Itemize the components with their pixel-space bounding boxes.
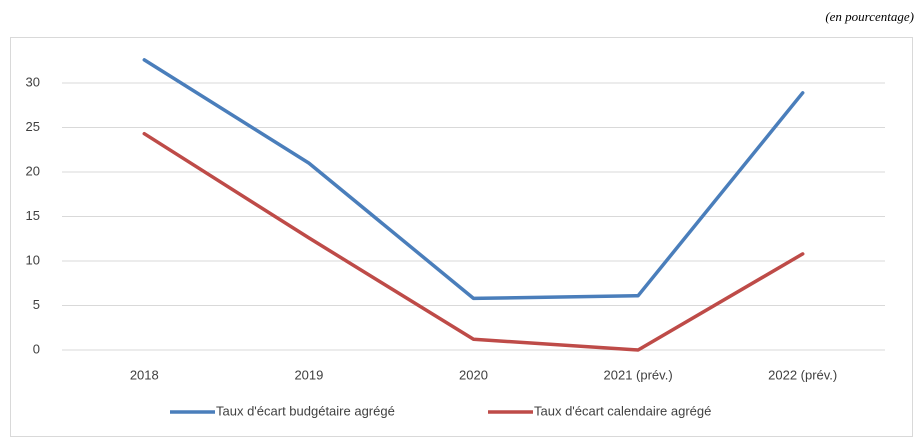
chart-frame xyxy=(10,37,913,437)
y-tick-label: 15 xyxy=(26,208,40,223)
y-tick-label: 25 xyxy=(26,119,40,134)
series-line xyxy=(142,58,805,301)
y-tick-label: 5 xyxy=(33,297,40,312)
series-line xyxy=(142,131,805,352)
x-tick-label: 2020 xyxy=(459,367,488,382)
y-tick-label: 20 xyxy=(26,163,40,178)
x-tick-label: 2018 xyxy=(130,367,159,382)
y-tick-label: 0 xyxy=(33,341,40,356)
legend-label: Taux d'écart calendaire agrégé xyxy=(534,403,711,418)
x-tick-label: 2019 xyxy=(294,367,323,382)
y-tick-label: 10 xyxy=(26,252,40,267)
x-tick-label: 2021 (prév.) xyxy=(604,367,673,382)
annotation: (en pourcentage) xyxy=(825,9,914,24)
x-tick-label: 2022 (prév.) xyxy=(768,367,837,382)
y-tick-label: 30 xyxy=(26,74,40,89)
legend-label: Taux d'écart budgétaire agrégé xyxy=(216,403,395,418)
